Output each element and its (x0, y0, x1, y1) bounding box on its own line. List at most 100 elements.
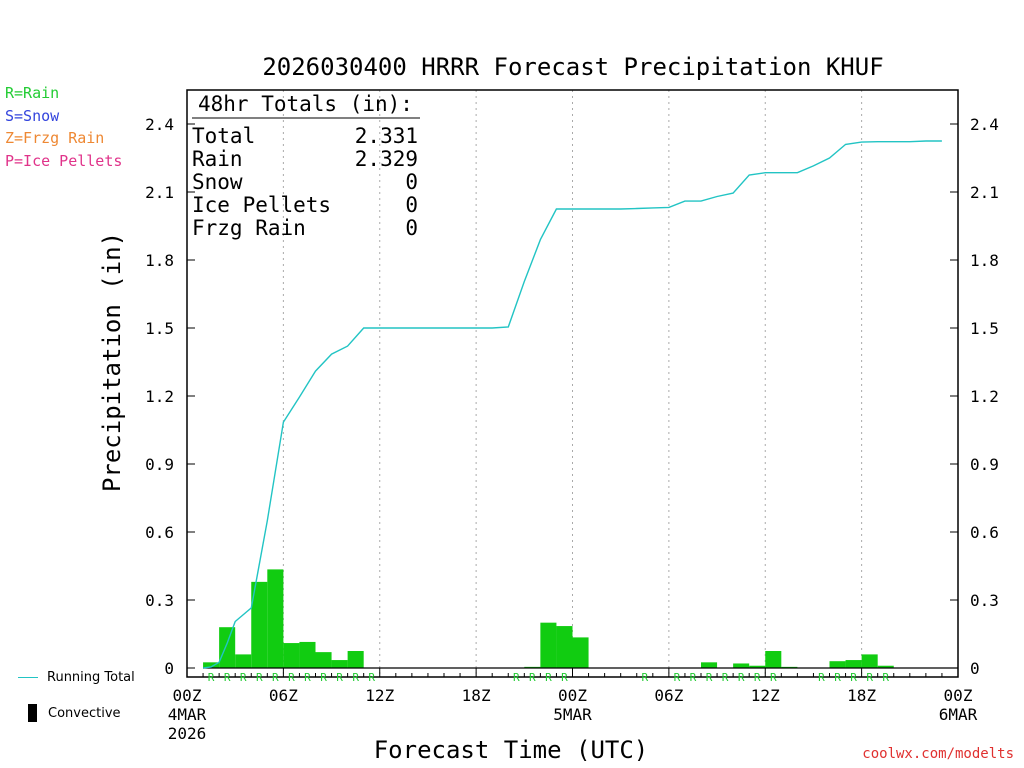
rain-marker-hour-33: R (706, 671, 713, 684)
convective-swatch (28, 704, 37, 722)
y-axis-label: Precipitation (in) (98, 232, 126, 492)
y-tick-label-right-2.1: 2.1 (970, 183, 999, 202)
tick-labels: 0 00.3 0.30.6 0.60.9 0.91.2 1.21.5 1.51.8 1.82.… (145, 115, 999, 743)
precip-bars (203, 569, 958, 669)
rain-marker-hour-5: R (256, 671, 263, 684)
x-tick-label-42-0: 18Z (847, 686, 876, 705)
totals-rows: Total 2.331 Rain 2.329 Snow 0 Ice Pellets 0 Frzg… (192, 124, 418, 240)
y-tick-label-right-1.2: 1.2 (970, 387, 999, 406)
x-tick-label-0-2: 2026 (168, 724, 207, 743)
precip-bar-hour-5 (251, 581, 268, 668)
rain-marker-hour-10: R (336, 671, 343, 684)
rain-marker-hour-12: R (368, 671, 375, 684)
precip-bar-hour-11 (347, 651, 364, 668)
totals-value-4: 0 (405, 216, 418, 240)
precip-type-legend-item-3: P=Ice Pellets (5, 151, 123, 170)
x-axis-label: Forecast Time (UTC) (374, 736, 649, 764)
rain-marker-hour-22: R (529, 671, 536, 684)
x-tick-label-48-0: 00Z (944, 686, 973, 705)
rain-marker-hour-34: R (722, 671, 729, 684)
precip-bar-hour-7 (283, 643, 300, 668)
totals-value-1: 2.329 (355, 147, 418, 171)
x-tick-label-18-0: 18Z (462, 686, 491, 705)
rain-marker-hour-21: R (513, 671, 520, 684)
rain-marker-hour-29: R (641, 671, 648, 684)
y-tick-label-left-2.4: 2.4 (145, 115, 174, 134)
y-tick-label-left-0.3: 0.3 (145, 591, 174, 610)
y-tick-label-right-0.3: 0.3 (970, 591, 999, 610)
legend-convective: Convective (28, 704, 121, 722)
running-total-swatch (18, 677, 38, 678)
rain-marker-hour-37: R (770, 671, 777, 684)
y-tick-label-right-0.9: 0.9 (970, 455, 999, 474)
rain-marker-hour-2: R (208, 671, 215, 684)
chart-title: 2026030400 HRRR Forecast Precipitation K… (262, 53, 883, 81)
precip-type-legend-item-0: R=Rain (5, 84, 60, 102)
precip-bar-hour-37 (765, 651, 782, 668)
totals-label-1: Rain (192, 147, 243, 171)
rain-marker-hour-32: R (690, 671, 697, 684)
y-tick-label-left-1.5: 1.5 (145, 319, 174, 338)
rain-marker-hour-43: R (866, 671, 873, 684)
rain-marker-hour-42: R (850, 671, 857, 684)
y-tick-label-right-0.6: 0.6 (970, 523, 999, 542)
precip-bar-hour-44 (877, 665, 894, 668)
totals-label-2: Snow (192, 170, 243, 194)
precip-bar-hour-2 (203, 662, 220, 668)
legend-running-total: Running Total (18, 670, 135, 685)
x-tick-label-48-1: 6MAR (939, 705, 978, 724)
rain-marker-hour-23: R (545, 671, 552, 684)
totals-value-2: 0 (405, 170, 418, 194)
x-tick-label-30-0: 06Z (654, 686, 683, 705)
x-tick-label-6-0: 06Z (269, 686, 298, 705)
y-tick-label-left-0.6: 0.6 (145, 523, 174, 542)
running-total-line (203, 140, 942, 669)
y-tick-label-right-1.8: 1.8 (970, 251, 999, 270)
precip-bar-hour-43 (861, 654, 878, 668)
x-tick-label-0-0: 00Z (173, 686, 202, 705)
y-tick-label-right-0: 0 (970, 659, 980, 678)
y-tick-label-right-1.5: 1.5 (970, 319, 999, 338)
rain-marker-hour-3: R (224, 671, 231, 684)
y-tick-label-left-0.9: 0.9 (145, 455, 174, 474)
precip-bar-hour-23 (540, 622, 557, 668)
precip-type-legend-item-2: Z=Frzg Rain (5, 129, 105, 147)
rain-marker-hour-24: R (561, 671, 568, 684)
grid-lines (282, 90, 863, 677)
precip-type-legend: R=Rain S=Snow Z=Frzg Rain P=Ice Pellets (5, 82, 122, 172)
rain-marker-hour-31: R (674, 671, 681, 684)
rain-marker-hour-7: R (288, 671, 295, 684)
precip-bar-hour-36 (749, 665, 766, 668)
y-tick-label-left-2.1: 2.1 (145, 183, 174, 202)
precip-type-legend-item-1: S=Snow (5, 106, 60, 125)
precip-bar-hour-42 (845, 660, 862, 668)
legend-convective-label: Convective (48, 705, 121, 721)
rain-marker-hour-40: R (818, 671, 825, 684)
totals-label-3: Ice Pellets (192, 193, 331, 217)
rain-marker-hour-44: R (882, 671, 889, 684)
rain-marker-hour-8: R (304, 671, 311, 684)
legend-running-total-label: Running Total (47, 670, 135, 685)
precip-bar-hour-24 (556, 626, 573, 668)
y-tick-label-right-2.4: 2.4 (970, 115, 999, 134)
precip-bar-hour-6 (267, 569, 284, 668)
x-tick-label-24-0: 00Z (558, 686, 587, 705)
credit-text: coolwx.com/modelts (862, 746, 1014, 762)
precip-bar-hour-4 (235, 654, 252, 668)
x-tick-label-24-1: 5MAR (553, 705, 592, 724)
precip-bar-hour-41 (829, 661, 846, 668)
precip-bar-hour-8 (299, 641, 316, 668)
precip-bar-hour-3 (219, 627, 236, 668)
rain-marker-hour-36: R (754, 671, 761, 684)
totals-value-3: 0 (405, 193, 418, 217)
rain-marker-hour-4: R (240, 671, 247, 684)
precip-bar-hour-10 (331, 660, 348, 668)
totals-value-0: 2.331 (355, 124, 418, 148)
y-tick-label-left-1.8: 1.8 (145, 251, 174, 270)
y-tick-label-left-0: 0 (164, 659, 174, 678)
precip-bar-hour-33 (701, 662, 718, 668)
totals-header: 48hr Totals (in): (198, 92, 413, 116)
rain-marker-hour-35: R (738, 671, 745, 684)
